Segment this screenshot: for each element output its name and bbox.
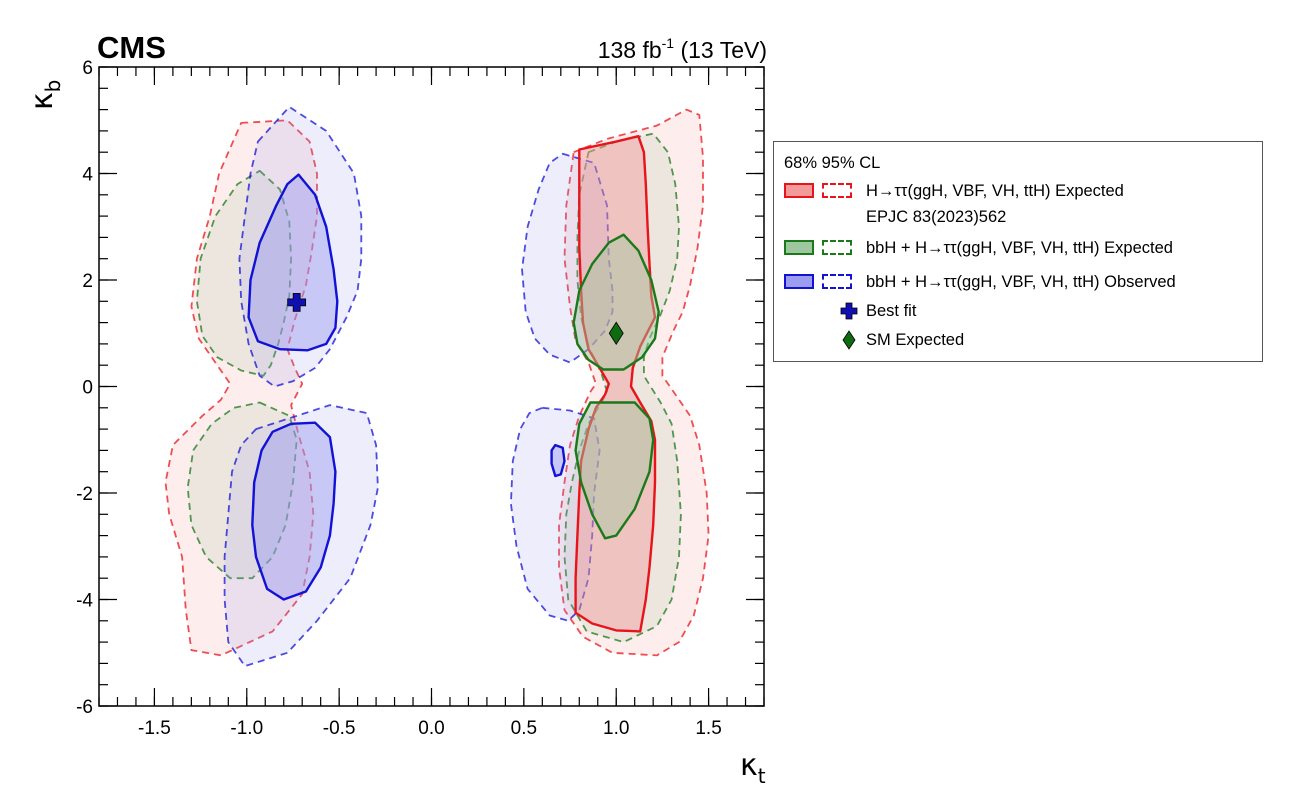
legend-item-bbh-observed: bbH + H→ττ(ggH, VBF, VH, ttH) Observed xyxy=(774,269,1262,295)
axis-ticks xyxy=(98,66,765,707)
legend-swatch-95-bbh-obs xyxy=(822,274,852,289)
legend-item-bbh-expected: bbH + H→ττ(ggH, VBF, VH, ttH) Expected xyxy=(774,235,1262,261)
legend-swatch-95-htt xyxy=(822,183,852,198)
best-fit-marker xyxy=(287,292,307,312)
legend-item-reference: EPJC 83(2023)562 xyxy=(774,204,1262,230)
experiment-label: CMS xyxy=(97,30,166,65)
x-tick-label: 1.0 xyxy=(603,718,629,739)
y-tick-label: -4 xyxy=(76,591,93,612)
y-tick-label: 0 xyxy=(82,378,93,399)
legend-label-reference: EPJC 83(2023)562 xyxy=(866,207,1007,226)
contour-htt95-0 xyxy=(164,119,318,657)
contour-bbh_obs95-2 xyxy=(521,152,614,364)
legend-item-htt-expected: H→ττ(ggH, VBF, VH, ttH) Expected xyxy=(774,178,1262,204)
contour-bbh_obs95-1 xyxy=(223,404,379,667)
legend-label-sm-expected: SM Expected xyxy=(866,330,965,349)
contour-bbh_exp68-0 xyxy=(572,233,660,371)
y-tick-label: -2 xyxy=(76,484,93,505)
contour-htt95-1 xyxy=(558,108,710,657)
x-tick-label: 0.5 xyxy=(511,718,537,739)
luminosity-label: 138 fb-1 (13 TeV) xyxy=(598,35,767,63)
x-tick-label: -1.0 xyxy=(230,718,263,739)
tick-labels: -1.5 -1.0 -0.5 0.0 0.5 1.0 1.5 -6 -4 -2 0 2 4 6 xyxy=(76,58,722,739)
contour-bbh_exp95-1 xyxy=(186,401,298,580)
legend-swatch-95-bbh-exp xyxy=(822,240,852,255)
y-tick-label: 4 xyxy=(82,165,93,186)
diamond-marker-icon xyxy=(842,330,856,350)
y-tick-label: 2 xyxy=(82,271,93,292)
legend-swatch-68-bbh-obs xyxy=(784,274,814,289)
marker-layer xyxy=(287,292,624,345)
sm-expected-marker xyxy=(608,321,624,345)
x-tick-label: -1.5 xyxy=(138,718,171,739)
contour-bbh_obs68-1 xyxy=(251,421,337,601)
y-tick-label: -6 xyxy=(76,697,93,718)
legend-label-htt-expected: H→ττ(ggH, VBF, VH, ttH) Expected xyxy=(866,181,1124,200)
legend-label-best-fit: Best fit xyxy=(866,301,917,320)
legend-label-bbh-observed: bbH + H→ττ(ggH, VBF, VH, ttH) Observed xyxy=(866,272,1176,291)
y-tick-label: 6 xyxy=(82,58,93,79)
legend-item-best-fit: Best fit xyxy=(774,298,1262,324)
legend-header-label: 68% 95% CL xyxy=(784,153,881,172)
contour-bbh_exp95-0 xyxy=(195,169,293,377)
x-tick-label: 1.5 xyxy=(695,718,721,739)
contour-bbh_obs68-0 xyxy=(247,173,339,352)
legend: 68% 95% CL H→ττ(ggH, VBF, VH, ttH) Expec… xyxy=(773,141,1263,362)
contour-bbh_exp68-1 xyxy=(574,401,655,540)
contour-bbh_obs68-2 xyxy=(550,443,566,478)
contour-bbh_obs95-0 xyxy=(238,106,363,388)
legend-header: 68% 95% CL xyxy=(784,150,880,176)
legend-swatch-68-bbh-exp xyxy=(784,240,814,255)
legend-swatch-68-htt xyxy=(784,183,814,198)
x-tick-label: 0.0 xyxy=(418,718,444,739)
legend-label-bbh-expected: bbH + H→ττ(ggH, VBF, VH, ttH) Expected xyxy=(866,238,1173,257)
y-axis-title: κb xyxy=(25,80,65,110)
x-axis-title: κt xyxy=(740,748,766,788)
plus-marker-icon xyxy=(840,302,858,320)
legend-item-sm-expected: SM Expected xyxy=(774,327,1262,353)
contour-layer xyxy=(164,106,710,667)
x-tick-label: -0.5 xyxy=(323,718,356,739)
